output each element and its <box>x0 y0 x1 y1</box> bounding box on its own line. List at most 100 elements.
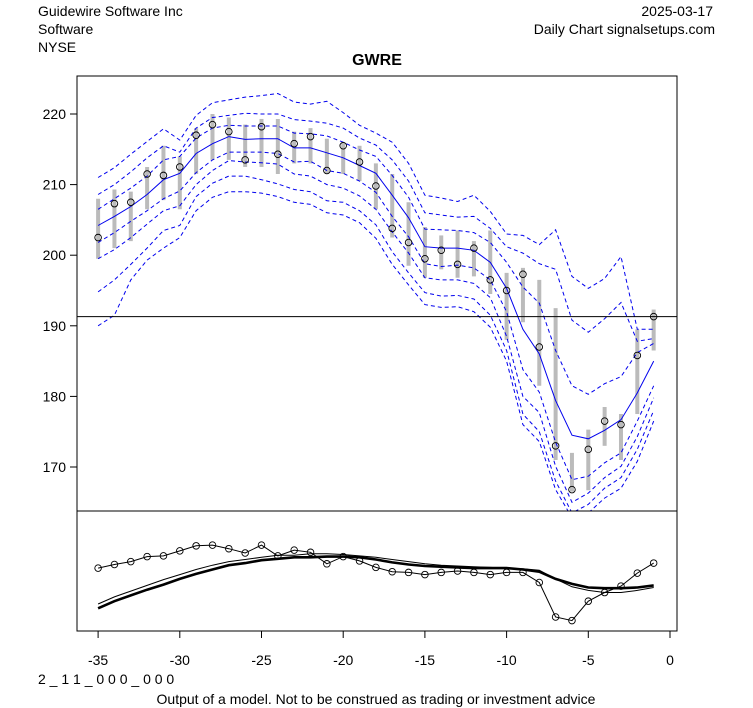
close-point <box>143 170 151 178</box>
sector-label: Software <box>38 21 94 37</box>
oscillator-point <box>617 582 625 590</box>
close-point <box>110 199 119 208</box>
oscillator-point <box>355 557 364 565</box>
band-line-mid <box>97 136 655 440</box>
x-tick-label: -30 <box>170 652 190 668</box>
close-point <box>339 142 347 150</box>
oscillator-point <box>600 588 609 597</box>
close-point <box>274 150 282 158</box>
close-point <box>617 420 625 429</box>
chart-source: Daily Chart signalsetups.com <box>533 21 715 37</box>
y-axis: 170 180 190 200 210 220 <box>43 106 77 475</box>
close-point <box>404 238 413 247</box>
oscillator-point <box>372 563 380 572</box>
close-point <box>127 198 135 206</box>
y-tick-label: 200 <box>43 247 67 263</box>
oscillator-point <box>192 542 200 550</box>
close-point <box>241 156 249 164</box>
x-tick-label: -20 <box>333 652 353 668</box>
oscillator-point <box>339 552 347 561</box>
oscillator-point <box>453 567 462 575</box>
price-range-bars <box>96 114 656 492</box>
oscillator-point <box>127 557 135 566</box>
oscillator-point <box>535 578 544 587</box>
close-point <box>257 122 266 131</box>
oscillator-point <box>110 560 119 569</box>
close-point <box>437 246 445 255</box>
oscillator-point <box>323 560 331 568</box>
close-point <box>176 163 184 171</box>
close-point <box>535 343 544 351</box>
y-tick-label: 190 <box>43 318 67 334</box>
oscillator-point <box>241 549 249 557</box>
plot-frame <box>76 75 678 632</box>
oscillator-point <box>421 570 429 579</box>
company-name: Guidewire Software Inc <box>38 3 183 19</box>
chart-date: 2025-03-17 <box>641 3 713 19</box>
oscillator-point <box>388 567 396 576</box>
band-line-lower3 <box>97 175 655 511</box>
x-tick-label: -25 <box>251 652 271 668</box>
close-point <box>192 131 200 139</box>
oscillator-point <box>519 568 527 577</box>
y-tick-label: 210 <box>43 177 67 193</box>
oscillator-point <box>568 616 576 625</box>
close-point <box>470 244 478 252</box>
close-point <box>94 233 102 242</box>
oscillator-point <box>486 570 495 579</box>
close-point <box>159 171 168 180</box>
close-point <box>486 276 495 284</box>
oscillator-point <box>633 569 642 577</box>
close-point <box>208 120 217 129</box>
band-line-upper2 <box>97 112 654 342</box>
band-line-upper1 <box>97 124 654 395</box>
oscillator-point <box>159 552 168 560</box>
close-point <box>323 166 331 175</box>
oscillator-point <box>257 541 266 549</box>
oscillator-point <box>551 613 560 621</box>
x-tick-label: -5 <box>582 652 595 668</box>
close-point <box>355 158 364 166</box>
close-point <box>584 445 593 454</box>
oscillator-point <box>94 564 102 572</box>
close-point <box>290 139 298 148</box>
band-line-lower2 <box>97 160 655 504</box>
close-point <box>372 182 380 190</box>
indicator-oscillator-line <box>97 544 654 622</box>
close-point <box>421 254 429 263</box>
x-tick-label: 0 <box>666 652 674 668</box>
close-point <box>633 351 642 360</box>
plot-border <box>76 75 678 632</box>
oscillator-point <box>437 568 445 577</box>
x-axis: -35 -30 -25 -20 -15 -10 -5 0 <box>88 631 674 668</box>
close-point <box>502 286 511 295</box>
oscillator-point <box>143 552 151 561</box>
y-tick-label: 180 <box>43 388 67 404</box>
oscillator-point <box>470 568 478 577</box>
band-line-lower4 <box>97 191 655 511</box>
close-point <box>225 127 233 136</box>
x-tick-label: -15 <box>415 652 435 668</box>
band-line-upper3 <box>97 92 654 330</box>
close-point <box>568 485 576 494</box>
exchange-label: NYSE <box>38 39 77 55</box>
indicator-thick-line <box>97 555 654 610</box>
y-tick-label: 220 <box>43 106 67 122</box>
band-line-lower1 <box>97 151 655 481</box>
x-tick-label: -35 <box>88 652 108 668</box>
close-point <box>551 442 560 450</box>
band-lines <box>97 92 655 511</box>
oscillator-point <box>225 544 233 553</box>
close-point <box>306 132 315 141</box>
oscillator-point <box>274 552 282 560</box>
footer-code: 2 _ 1 1 _ 0 0 0 _ 0 0 0 <box>38 671 174 687</box>
oscillator-point <box>649 559 658 567</box>
oscillator-point <box>306 548 315 557</box>
close-point <box>388 224 396 233</box>
oscillator-point <box>290 546 298 554</box>
oscillator-point <box>208 541 217 549</box>
oscillator-point <box>584 597 593 605</box>
y-tick-label: 170 <box>43 459 67 475</box>
x-tick-label: -10 <box>496 652 516 668</box>
